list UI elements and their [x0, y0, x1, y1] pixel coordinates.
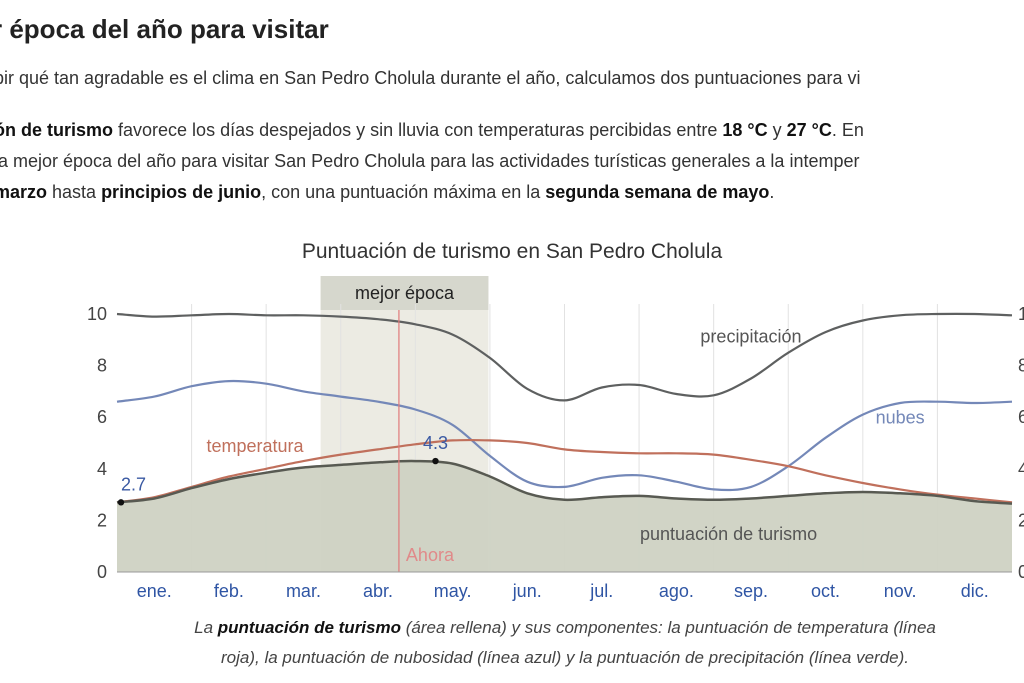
- tourism-paragraph-line-3: marzo hasta principios de junio, con una…: [0, 177, 864, 208]
- x-tick-label: abr.: [363, 581, 393, 601]
- tourism-paragraph-line-2: la mejor época del año para visitar San …: [0, 151, 860, 171]
- series-line-precipitation: [116, 312, 1013, 402]
- series-label: nubes: [876, 408, 925, 428]
- x-tick-label: feb.: [214, 581, 244, 601]
- season-peak: segunda semana de mayo: [545, 182, 770, 202]
- temp-high: 27 °C: [786, 120, 832, 140]
- x-tick-label: sep.: [734, 581, 768, 601]
- y-tick-label: 0: [97, 562, 107, 582]
- x-tick-label: jul.: [589, 581, 613, 601]
- tourism-text-1: favorece los días despejados y sin lluvi…: [113, 120, 723, 140]
- section-heading: r época del año para visitar: [0, 14, 329, 44]
- annotation-label: 2.7: [121, 474, 146, 494]
- temp-low: 18 °C: [722, 120, 768, 140]
- annotation-point: [117, 499, 125, 506]
- chart-caption: La puntuación de turismo (área rellena) …: [0, 613, 1024, 673]
- series-label: temperatura: [206, 436, 304, 456]
- tourism-text-end: . En: [831, 120, 864, 140]
- tourism-text-4: .: [769, 182, 775, 202]
- caption-line-2: roja), la puntuación de nubosidad (línea…: [221, 648, 909, 667]
- tourism-score-area: [117, 461, 1012, 572]
- right-y-tick-label: 2: [1018, 510, 1024, 530]
- best-season-label: mejor época: [355, 283, 455, 303]
- series-label: precipitación: [700, 326, 801, 346]
- right-y-tick-label: 8: [1018, 356, 1024, 376]
- x-tick-label: dic.: [961, 581, 989, 601]
- right-y-tick-label: 4: [1018, 459, 1024, 479]
- x-tick-label: ene.: [137, 581, 172, 601]
- tourism-score-term: ón de turismo: [0, 120, 114, 140]
- tourism-text-and: y: [767, 120, 787, 140]
- series-label: puntuación de turismo: [640, 524, 817, 544]
- intro-paragraph: bir qué tan agradable es el clima en San…: [0, 68, 861, 88]
- x-tick-label: oct.: [811, 581, 840, 601]
- x-tick-label: may.: [434, 581, 472, 601]
- caption-line-1: La puntuación de turismo (área rellena) …: [0, 613, 1024, 643]
- x-tick-label: mar.: [286, 581, 321, 601]
- x-tick-label: ago.: [659, 581, 694, 601]
- best-season-header: [320, 276, 489, 310]
- season-start: marzo: [0, 182, 48, 202]
- series-line-tourism: [116, 459, 1013, 505]
- series-line-temperature: [116, 438, 1013, 504]
- y-tick-label: 6: [97, 407, 107, 427]
- right-y-tick-label: 0: [1018, 562, 1024, 582]
- now-label: Ahora: [406, 545, 455, 565]
- caption-text-1: La: [194, 618, 218, 637]
- tourism-paragraph: ón de turismo favorece los días despejad…: [0, 115, 864, 208]
- y-tick-label: 2: [97, 510, 107, 530]
- y-tick-label: 4: [97, 459, 107, 479]
- caption-text-2: (área rellena) y sus componentes: la pun…: [401, 618, 936, 637]
- right-y-tick-label: 10: [1018, 304, 1024, 324]
- annotation-label: 4.3: [423, 433, 448, 453]
- chart-title: Puntuación de turismo en San Pedro Cholu…: [301, 240, 723, 263]
- season-end: principios de junio: [101, 182, 262, 202]
- annotation-point: [432, 457, 439, 465]
- right-y-tick-label: 6: [1018, 407, 1024, 427]
- caption-bold-term: puntuación de turismo: [217, 618, 401, 637]
- y-tick-label: 10: [87, 304, 107, 324]
- x-tick-label: nov.: [884, 581, 917, 601]
- series-line-clouds: [116, 379, 1013, 492]
- tourism-text-2: hasta: [47, 182, 102, 202]
- tourism-score-chart: mejor época Ahora 2.7 4.3 precipitación nubes…: [87, 276, 1024, 601]
- x-tick-label: jun.: [512, 581, 542, 601]
- y-tick-label: 8: [97, 356, 107, 376]
- tourism-text-3: , con una puntuación máxima en la: [261, 182, 546, 202]
- tourism-paragraph-line-1: ón de turismo favorece los días despejad…: [0, 115, 864, 146]
